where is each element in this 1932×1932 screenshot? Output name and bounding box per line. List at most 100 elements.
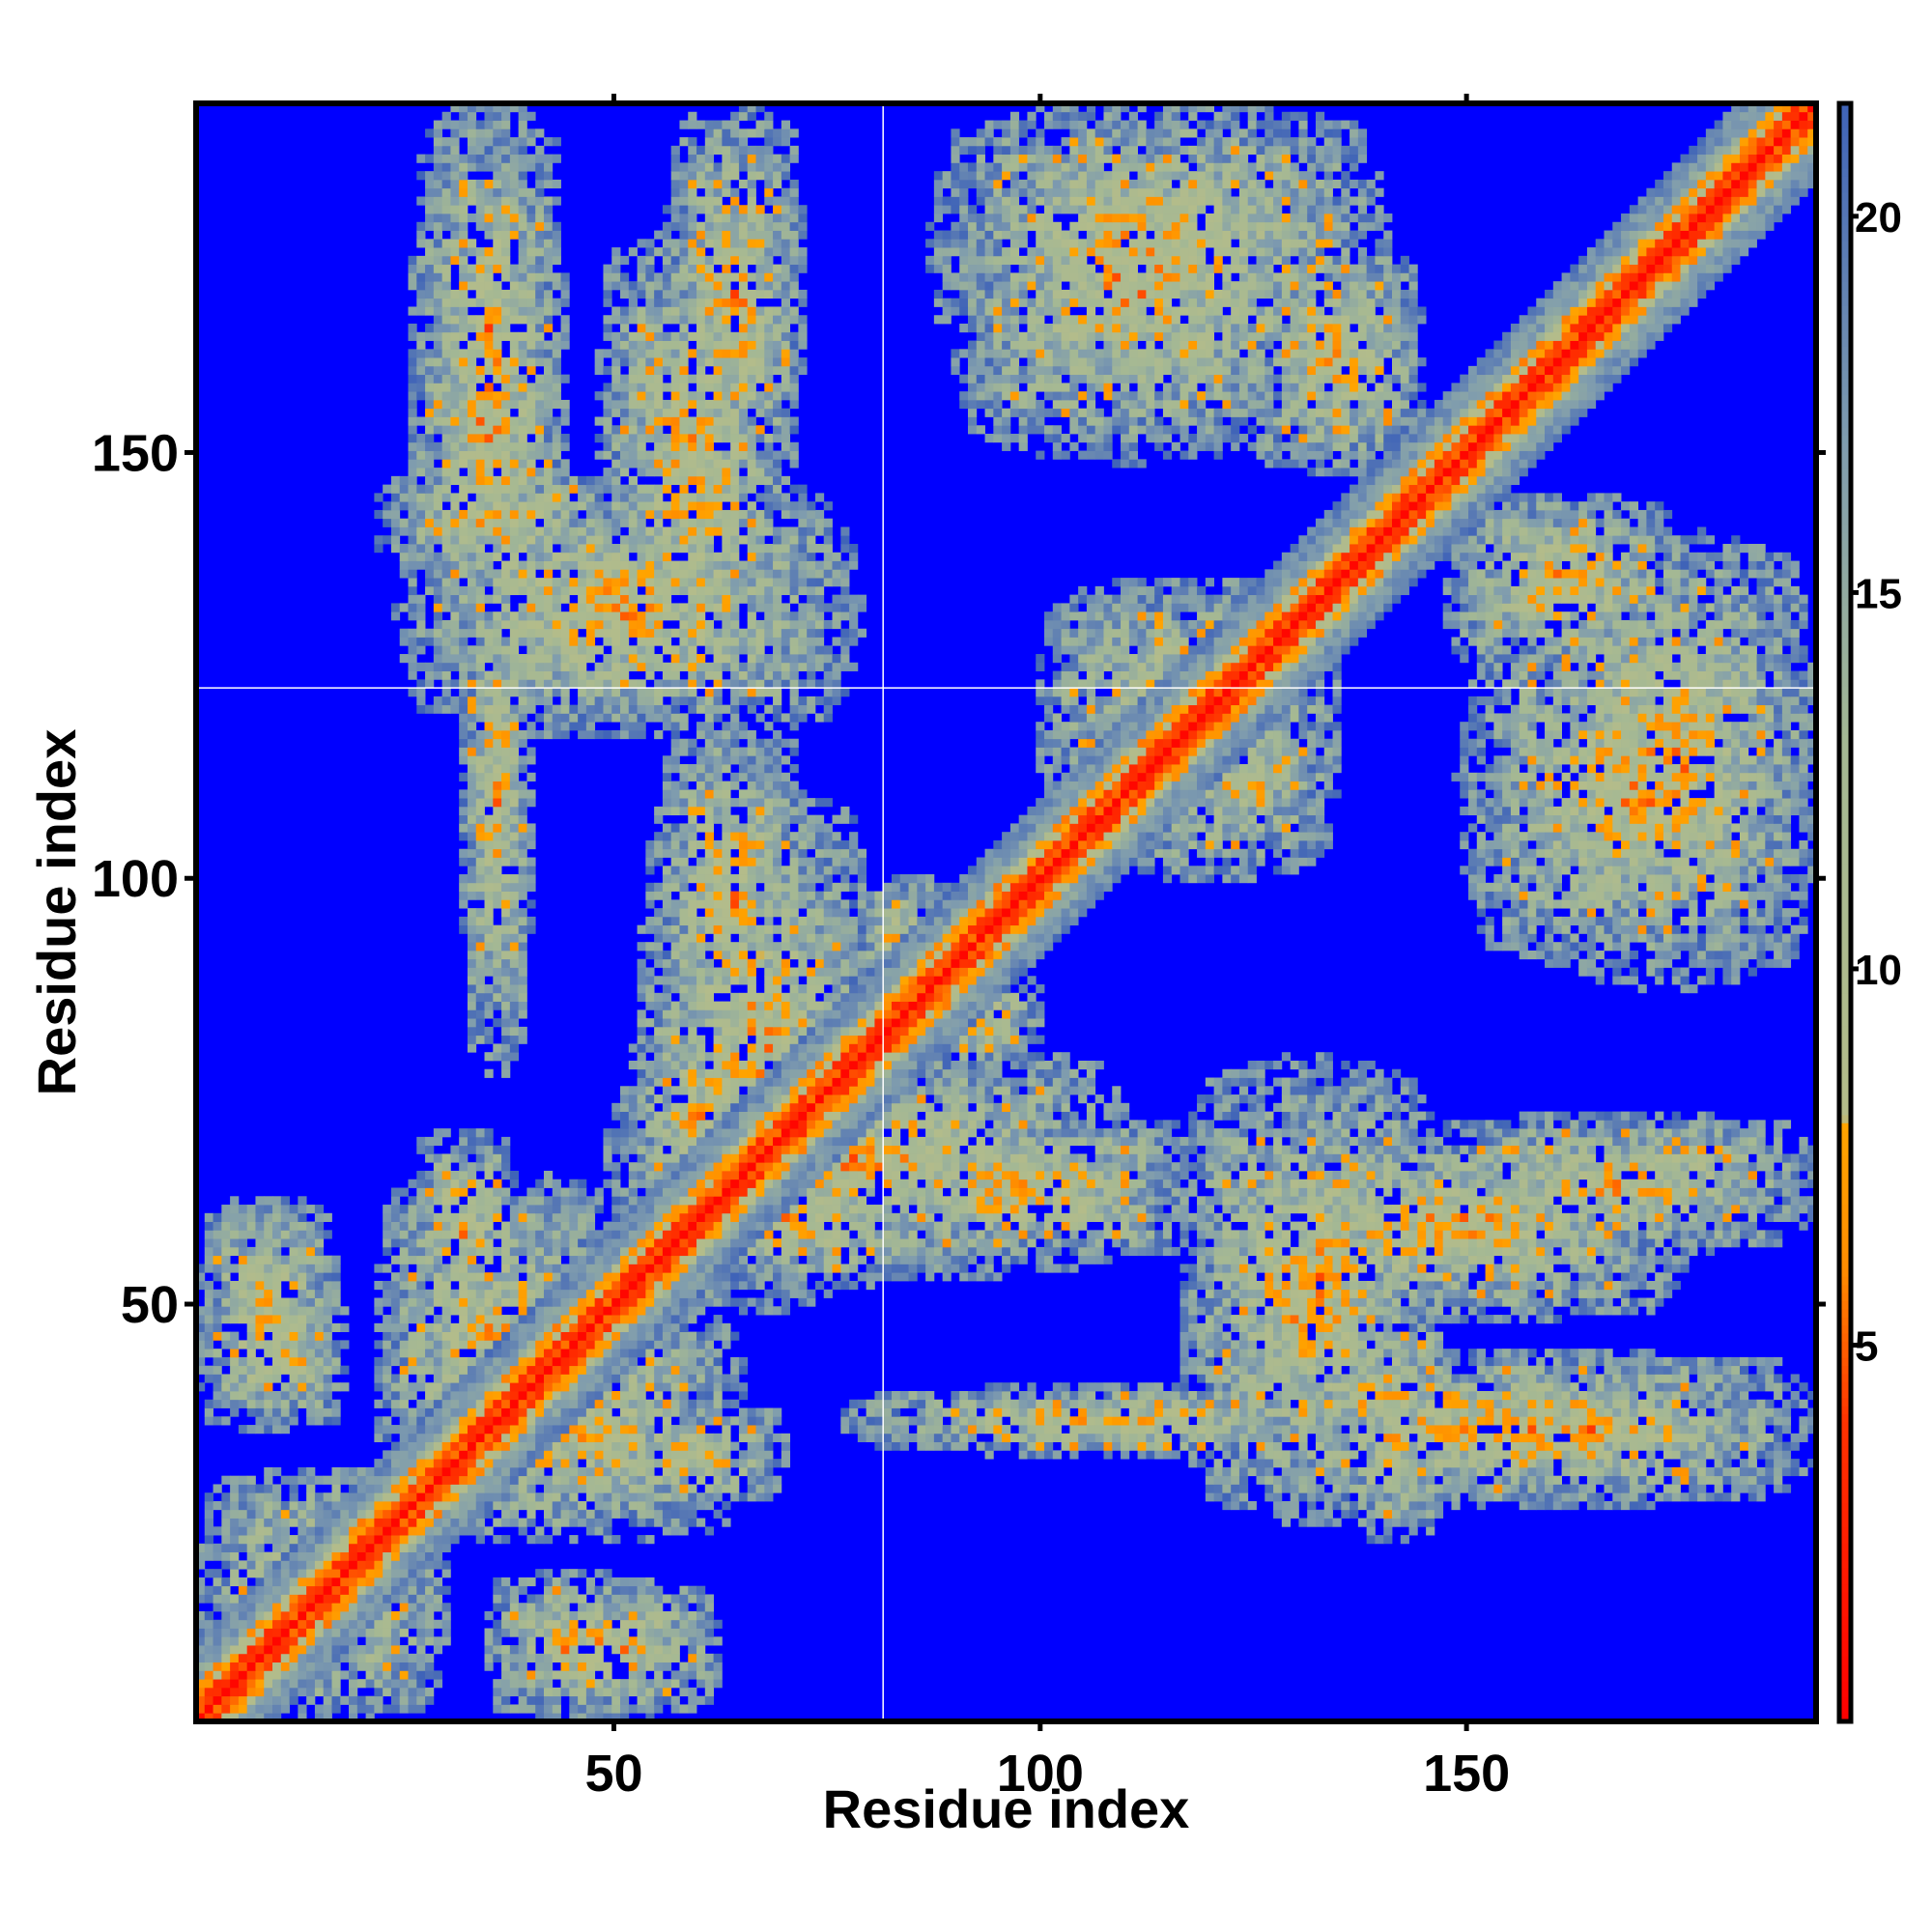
- heatmap-cell: [501, 1433, 511, 1442]
- heatmap-cell: [1680, 1459, 1690, 1468]
- heatmap-cell: [578, 1704, 587, 1714]
- heatmap-cell: [730, 1475, 740, 1485]
- heatmap-cell: [433, 1349, 443, 1358]
- heatmap-cell: [670, 1492, 680, 1502]
- heatmap-cell: [1502, 1425, 1512, 1435]
- heatmap-cell: [408, 1340, 417, 1350]
- heatmap-cell: [399, 1594, 409, 1604]
- heatmap-cell: [459, 1416, 469, 1426]
- heatmap-cell: [1231, 1500, 1240, 1511]
- heatmap-cell: [1061, 1264, 1070, 1273]
- heatmap-cell: [1705, 1382, 1716, 1392]
- heatmap-cell: [1705, 1466, 1716, 1477]
- heatmap-cell: [213, 1653, 222, 1663]
- heatmap-cell: [390, 1526, 401, 1536]
- heatmap-cell: [493, 1535, 502, 1545]
- heatmap-cell: [679, 1492, 689, 1502]
- heatmap-cell: [696, 1466, 706, 1477]
- heatmap-cell: [1408, 1255, 1418, 1264]
- heatmap-cell: [569, 1297, 579, 1307]
- heatmap-cell: [425, 1543, 435, 1553]
- heatmap-cell: [1680, 1416, 1690, 1426]
- heatmap-cell: [1739, 1433, 1749, 1442]
- heatmap-cell: [1247, 1356, 1257, 1367]
- heatmap-cell: [331, 1645, 341, 1655]
- heatmap-cell: [1774, 1356, 1783, 1367]
- heatmap-cell: [1341, 1450, 1350, 1460]
- heatmap-cell: [1545, 1475, 1554, 1485]
- heatmap-cell: [264, 1340, 273, 1350]
- heatmap-cell: [704, 1289, 714, 1298]
- heatmap-cell: [874, 1255, 884, 1264]
- heatmap-cell: [1552, 1272, 1562, 1282]
- heatmap-cell: [238, 1306, 248, 1316]
- heatmap-cell: [1231, 1322, 1240, 1332]
- heatmap-cell: [314, 1280, 325, 1291]
- heatmap-cell: [535, 1450, 545, 1460]
- heatmap-cell: [1231, 1264, 1240, 1273]
- heatmap-cell: [704, 1433, 714, 1442]
- heatmap-cell: [1426, 1331, 1435, 1341]
- heatmap-cell: [1298, 1466, 1308, 1477]
- heatmap-cell: [543, 1264, 554, 1273]
- heatmap-cell: [390, 1509, 401, 1519]
- heatmap-cell: [1545, 1500, 1554, 1511]
- heatmap-cell: [1290, 1340, 1299, 1350]
- heatmap-cell: [1027, 1390, 1037, 1401]
- heatmap-cell: [1662, 1407, 1673, 1417]
- heatmap-cell: [569, 1509, 579, 1519]
- heatmap-cell: [1451, 1433, 1461, 1442]
- heatmap-cell: [585, 1331, 596, 1341]
- heatmap-cell: [1179, 1407, 1189, 1417]
- heatmap-cell: [1281, 1382, 1292, 1392]
- heatmap-cell: [569, 1450, 579, 1460]
- heatmap-cell: [594, 1653, 604, 1663]
- heatmap-cell: [255, 1551, 265, 1561]
- heatmap-cell: [331, 1636, 341, 1646]
- heatmap-cell: [416, 1569, 426, 1578]
- heatmap-cell: [306, 1315, 316, 1324]
- heatmap-cell: [1128, 1425, 1138, 1435]
- heatmap-cell: [526, 1450, 536, 1460]
- heatmap-cell: [722, 1340, 731, 1350]
- heatmap-cell: [1408, 1374, 1418, 1383]
- heatmap-cell: [984, 1264, 994, 1273]
- heatmap-cell: [543, 1459, 554, 1468]
- heatmap-cell: [569, 1272, 579, 1282]
- heatmap-cell: [374, 1543, 384, 1553]
- heatmap-cell: [1552, 1484, 1562, 1493]
- heatmap-cell: [1799, 1416, 1808, 1426]
- heatmap-cell: [356, 1475, 366, 1485]
- heatmap-cell: [408, 1450, 417, 1460]
- heatmap-cell: [1790, 1459, 1800, 1468]
- heatmap-cell: [1078, 1425, 1088, 1435]
- heatmap-cell: [264, 1475, 273, 1485]
- heatmap-cell: [416, 1416, 426, 1426]
- heatmap-cell: [459, 1500, 469, 1511]
- heatmap-cell: [696, 1475, 706, 1485]
- heatmap-cell: [1273, 1407, 1283, 1417]
- heatmap-cell: [1247, 1297, 1257, 1307]
- heatmap-cell: [1231, 1349, 1240, 1358]
- heatmap-cell: [1493, 1399, 1503, 1408]
- heatmap-cell: [280, 1475, 290, 1485]
- heatmap-cell: [1094, 1416, 1104, 1426]
- heatmap-cell: [552, 1594, 561, 1604]
- heatmap-cell: [1485, 1433, 1494, 1442]
- heatmap-cell: [611, 1492, 621, 1502]
- heatmap-cell: [425, 1484, 435, 1493]
- heatmap-cell: [1476, 1407, 1486, 1417]
- heatmap-cell: [306, 1475, 316, 1485]
- heatmap-cell: [204, 1610, 213, 1621]
- heatmap-cell: [1273, 1450, 1283, 1460]
- heatmap-cell: [1629, 1459, 1639, 1468]
- heatmap-cell: [1137, 1441, 1147, 1451]
- heatmap-cell: [306, 1603, 316, 1612]
- heatmap-cell: [696, 1289, 706, 1298]
- heatmap-cell: [976, 1390, 985, 1401]
- heatmap-cell: [306, 1670, 316, 1680]
- heatmap-cell: [441, 1280, 451, 1291]
- heatmap-cell: [416, 1246, 426, 1257]
- heatmap-cell: [1586, 1416, 1597, 1426]
- heatmap-cell: [543, 1280, 554, 1291]
